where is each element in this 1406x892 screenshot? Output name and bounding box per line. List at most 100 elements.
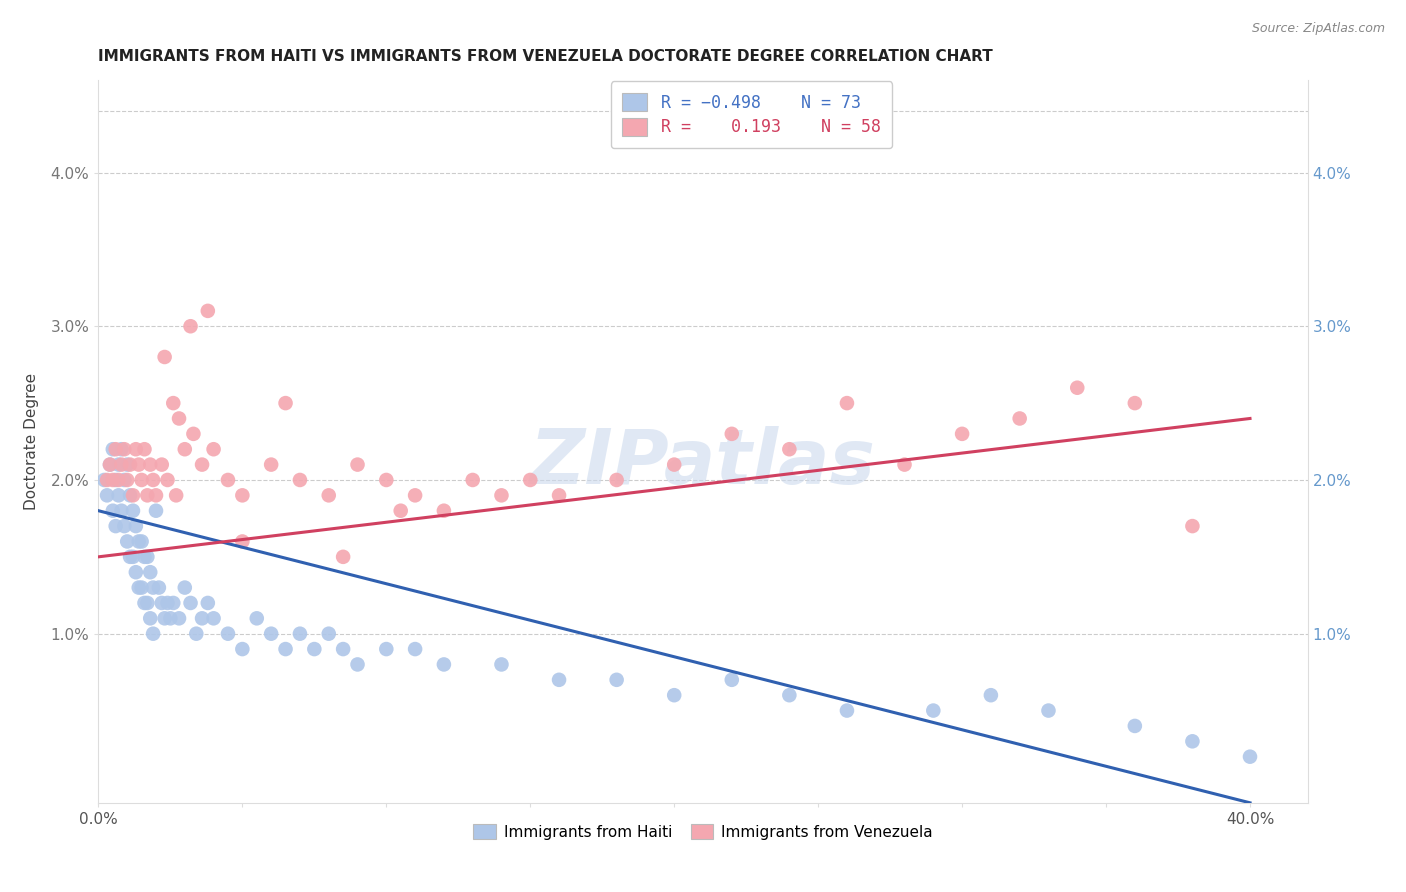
Point xyxy=(260,626,283,640)
Point xyxy=(134,442,156,457)
Point xyxy=(664,688,686,702)
Point xyxy=(217,626,239,640)
Point xyxy=(183,426,205,441)
Point xyxy=(346,458,368,472)
Point xyxy=(260,458,283,472)
Legend: Immigrants from Haiti, Immigrants from Venezuela: Immigrants from Haiti, Immigrants from V… xyxy=(467,818,939,846)
Point xyxy=(231,642,253,657)
Point xyxy=(167,611,190,625)
Point xyxy=(720,673,742,687)
Point xyxy=(125,442,148,457)
Point xyxy=(548,488,571,502)
Point xyxy=(165,488,187,502)
Point xyxy=(139,611,162,625)
Point xyxy=(548,673,571,687)
Point xyxy=(104,473,127,487)
Point xyxy=(153,350,176,364)
Point xyxy=(131,581,153,595)
Point xyxy=(491,657,513,672)
Point xyxy=(922,704,945,718)
Point xyxy=(142,581,165,595)
Point xyxy=(375,642,398,657)
Point xyxy=(1066,381,1088,395)
Point xyxy=(136,549,159,564)
Point xyxy=(122,488,145,502)
Point xyxy=(159,611,181,625)
Point xyxy=(778,688,800,702)
Point xyxy=(606,473,628,487)
Point xyxy=(274,642,297,657)
Point xyxy=(101,473,124,487)
Point xyxy=(202,442,225,457)
Point xyxy=(180,596,202,610)
Point xyxy=(128,581,150,595)
Point xyxy=(332,642,354,657)
Point xyxy=(288,473,311,487)
Point xyxy=(104,519,127,533)
Point xyxy=(1239,749,1261,764)
Point xyxy=(120,458,142,472)
Point xyxy=(202,611,225,625)
Point xyxy=(404,488,426,502)
Point xyxy=(150,458,173,472)
Point xyxy=(461,473,484,487)
Point xyxy=(167,411,190,425)
Point xyxy=(491,488,513,502)
Point xyxy=(125,519,148,533)
Point xyxy=(134,596,156,610)
Point xyxy=(139,565,162,579)
Point xyxy=(246,611,269,625)
Point xyxy=(274,396,297,410)
Point xyxy=(162,596,184,610)
Point xyxy=(720,426,742,441)
Point xyxy=(134,549,156,564)
Point xyxy=(1123,396,1146,410)
Point xyxy=(231,488,253,502)
Point xyxy=(107,473,129,487)
Text: ZIPatlas: ZIPatlas xyxy=(530,426,876,500)
Point xyxy=(156,473,179,487)
Point xyxy=(606,673,628,687)
Point xyxy=(1181,734,1204,748)
Point xyxy=(835,396,858,410)
Point xyxy=(180,319,202,334)
Point xyxy=(156,596,179,610)
Point xyxy=(191,458,214,472)
Point xyxy=(107,458,129,472)
Point xyxy=(318,488,340,502)
Point xyxy=(375,473,398,487)
Point xyxy=(197,596,219,610)
Point xyxy=(115,534,138,549)
Point xyxy=(110,504,132,518)
Point xyxy=(404,642,426,657)
Point xyxy=(125,565,148,579)
Point xyxy=(112,473,135,487)
Point xyxy=(162,396,184,410)
Point xyxy=(1181,519,1204,533)
Point xyxy=(186,626,208,640)
Point xyxy=(104,442,127,457)
Point xyxy=(332,549,354,564)
Point xyxy=(835,704,858,718)
Point xyxy=(1123,719,1146,733)
Point xyxy=(389,504,412,518)
Point xyxy=(217,473,239,487)
Point xyxy=(980,688,1002,702)
Point xyxy=(136,596,159,610)
Point xyxy=(150,596,173,610)
Point xyxy=(122,504,145,518)
Point xyxy=(120,488,142,502)
Point xyxy=(433,504,456,518)
Point xyxy=(519,473,541,487)
Point xyxy=(115,473,138,487)
Text: Source: ZipAtlas.com: Source: ZipAtlas.com xyxy=(1251,22,1385,36)
Point xyxy=(122,549,145,564)
Point xyxy=(173,442,195,457)
Point xyxy=(950,426,973,441)
Point xyxy=(433,657,456,672)
Point xyxy=(191,611,214,625)
Point xyxy=(96,488,118,502)
Y-axis label: Doctorate Degree: Doctorate Degree xyxy=(24,373,39,510)
Point xyxy=(231,534,253,549)
Point xyxy=(107,488,129,502)
